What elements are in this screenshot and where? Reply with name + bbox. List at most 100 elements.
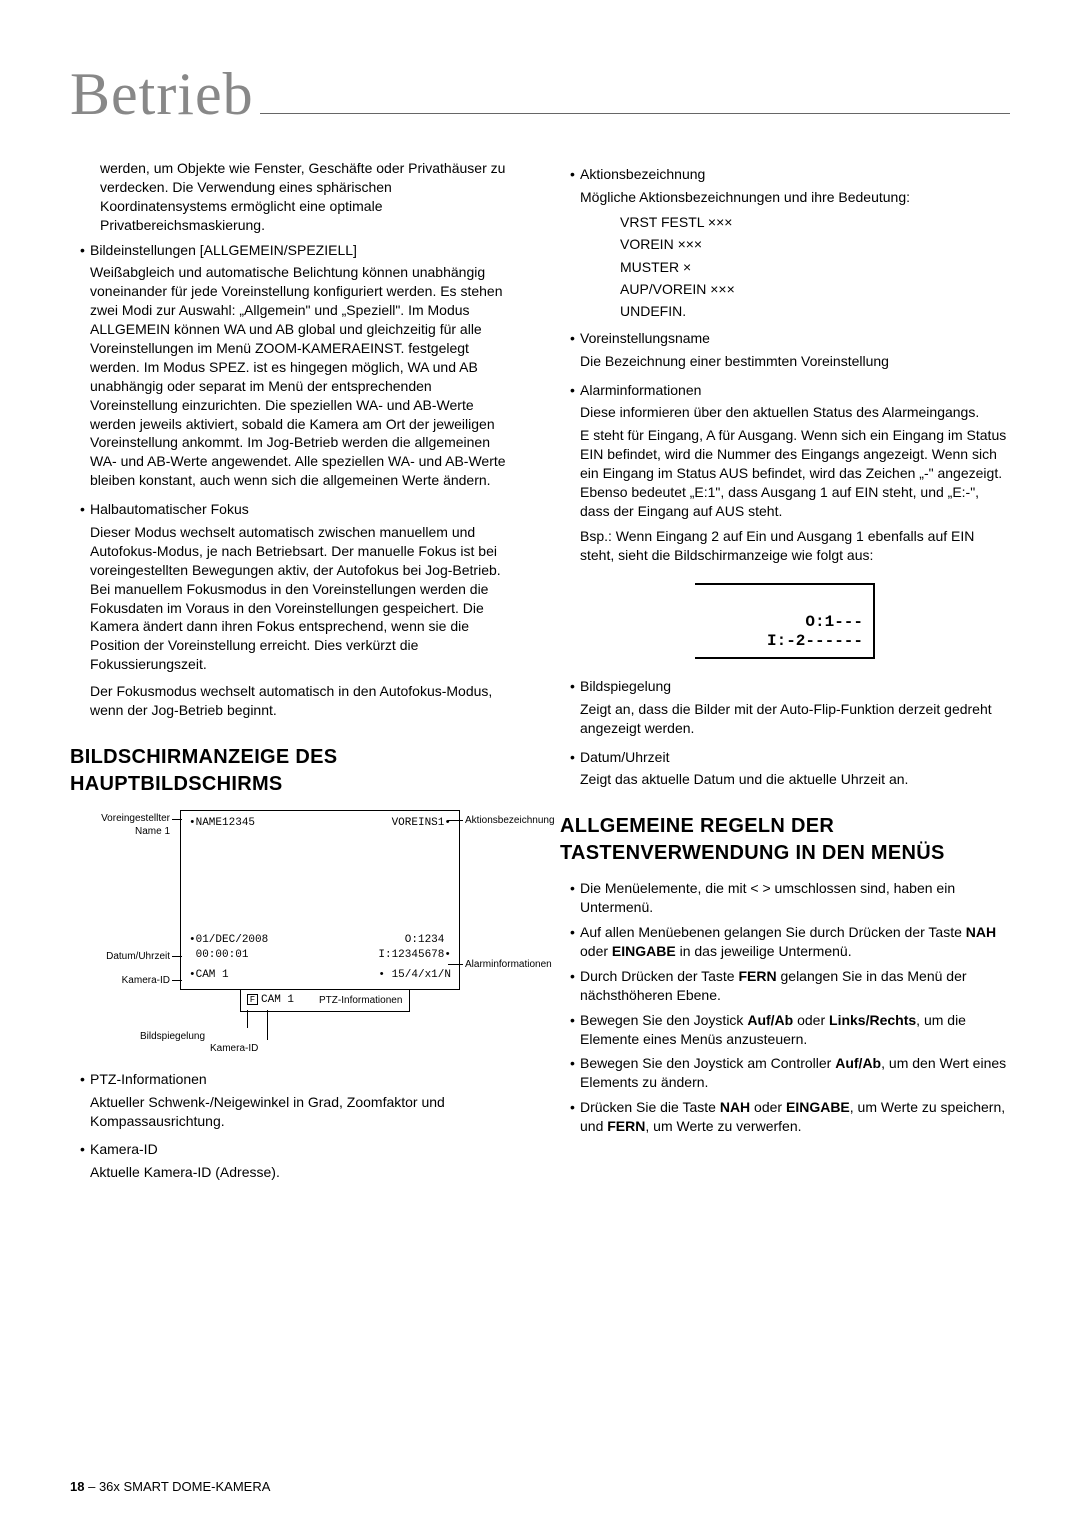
bullet-dot-icon: • (560, 1054, 580, 1092)
label-datetime: Datum/Uhrzeit (70, 950, 170, 964)
section-heading-bildschirmanzeige: BILDSCHIRMANZEIGE DES HAUPTBILDSCHIRMS (70, 744, 520, 798)
page-title: Betrieb (70, 60, 254, 129)
page-footer: 18 – 36x SMART DOME-KAMERA (70, 1479, 270, 1494)
bullet-text: Bsp.: Wenn Eingang 2 auf Ein und Ausgang… (580, 527, 1010, 565)
content-columns: werden, um Objekte wie Fenster, Geschäft… (70, 159, 1010, 1186)
bullet-halbautofokus: • Halbautomatischer Fokus Dieser Modus w… (70, 500, 520, 724)
bullet-heading: Halbautomatischer Fokus (90, 500, 520, 519)
rule-item: •Auf allen Menüebenen gelangen Sie durch… (560, 923, 1010, 961)
bullet-text: Weißabgleich und automatische Belichtung… (90, 263, 520, 490)
bullet-dot-icon: • (70, 241, 90, 495)
right-column: • Aktionsbezeichnung Mögliche Aktionsbez… (560, 159, 1010, 1186)
rule-text: Auf allen Menüebenen gelangen Sie durch … (580, 923, 1010, 961)
action-item: UNDEFIN. (620, 300, 1010, 322)
bullet-bildspiegelung: • Bildspiegelung Zeigt an, dass die Bild… (560, 677, 1010, 742)
osd-camera: CAM 1 (196, 969, 229, 981)
action-item: VOREIN ××× (620, 233, 1010, 255)
label-camera-id: Kamera-ID (70, 974, 170, 988)
rule-item: •Die Menüelemente, die mit < > umschloss… (560, 879, 1010, 917)
bullet-heading: PTZ-Informationen (90, 1070, 520, 1089)
bullet-camera-id: • Kamera-ID Aktuelle Kamera-ID (Adresse)… (70, 1140, 520, 1186)
action-item: MUSTER × (620, 256, 1010, 278)
bullet-text: E steht für Eingang, A für Ausgang. Wenn… (580, 426, 1010, 520)
rule-text: Durch Drücken der Taste FERN gelangen Si… (580, 967, 1010, 1005)
bullet-dot-icon: • (70, 500, 90, 724)
intro-text: werden, um Objekte wie Fenster, Geschäft… (70, 159, 520, 235)
bullet-aktionsbezeichnung: • Aktionsbezeichnung Mögliche Aktionsbez… (560, 165, 1010, 211)
rule-item: •Bewegen Sie den Joystick am Controller … (560, 1054, 1010, 1092)
bullet-dot-icon: • (560, 967, 580, 1005)
rule-item: •Durch Drücken der Taste FERN gelangen S… (560, 967, 1010, 1005)
bullet-text: Diese informieren über den aktuellen Sta… (580, 403, 1010, 422)
bullet-heading: Bildspiegelung (580, 677, 1010, 696)
footer-sep: – (84, 1479, 98, 1494)
title-rule (260, 113, 1010, 114)
bullet-dot-icon: • (560, 329, 580, 375)
osd-date: 01/DEC/2008 (196, 934, 269, 946)
bullet-dot-icon: • (70, 1070, 90, 1135)
label-preset-name: VoreingestellterName 1 (70, 812, 170, 839)
bullet-heading: Datum/Uhrzeit (580, 748, 1010, 767)
bullet-heading: Aktionsbezeichnung (580, 165, 1010, 184)
bullet-text: Dieser Modus wechselt automatisch zwisch… (90, 523, 520, 674)
rule-text: Bewegen Sie den Joystick Auf/Ab oder Lin… (580, 1011, 1010, 1049)
bullet-alarminformationen: • Alarminformationen Diese informieren ü… (560, 381, 1010, 569)
footer-model: 36x SMART DOME-KAMERA (99, 1479, 270, 1494)
label-action: Aktionsbezeichnung (465, 814, 555, 828)
rule-text: Drücken Sie die Taste NAH oder EINGABE, … (580, 1098, 1010, 1136)
bullet-dot-icon: • (560, 879, 580, 917)
left-column: werden, um Objekte wie Fenster, Geschäft… (70, 159, 520, 1186)
bullet-text: Zeigt an, dass die Bilder mit der Auto-F… (580, 700, 1010, 738)
osd-ptz: 15/4/x1/N (392, 969, 451, 981)
bullet-text: Aktueller Schwenk-/Neigewinkel in Grad, … (90, 1093, 520, 1131)
bullet-dot-icon: • (560, 1098, 580, 1136)
bullet-dot-icon: • (560, 923, 580, 961)
osd-input: I:12345678 (378, 949, 444, 961)
ptz-bar: FCAM 1 PTZ-Informationen (240, 990, 410, 1012)
bullet-dot-icon: • (560, 748, 580, 794)
rule-item: •Drücken Sie die Taste NAH oder EINGABE,… (560, 1098, 1010, 1136)
alarm-input-line: I:-2------ (705, 632, 863, 651)
bullet-dot-icon: • (560, 1011, 580, 1049)
bullet-text: Die Bezeichnung einer bestimmten Voreins… (580, 352, 1010, 371)
alarm-example-box: O:1--- I:-2------ (695, 583, 875, 659)
osd-output: O:1234 (405, 934, 445, 946)
bullet-heading: Alarminformationen (580, 381, 1010, 400)
ptz-camera-id: CAM 1 (261, 994, 294, 1006)
ptz-info-label: PTZ-Informationen (319, 994, 402, 1008)
bullet-text: Mögliche Aktionsbezeichnungen und ihre B… (580, 188, 1010, 207)
bullet-voreinstellungsname: • Voreinstellungsname Die Bezeichnung ei… (560, 329, 1010, 375)
page-header: Betrieb (70, 60, 1010, 129)
bullet-text: Aktuelle Kamera-ID (Adresse). (90, 1163, 520, 1182)
flip-icon: F (247, 994, 258, 1005)
bullet-dot-icon: • (560, 677, 580, 742)
label-alarm: Alarminformationen (465, 958, 552, 972)
bullet-heading: Voreinstellungsname (580, 329, 1010, 348)
rule-text: Die Menüelemente, die mit < > umschlosse… (580, 879, 1010, 917)
bullet-dot-icon: • (560, 381, 580, 569)
bullet-datum-uhrzeit: • Datum/Uhrzeit Zeigt das aktuelle Datum… (560, 748, 1010, 794)
osd-action: VOREINS1 (392, 817, 445, 829)
bullet-bildeinstellungen: • Bildeinstellungen [ALLGEMEIN/SPEZIELL]… (70, 241, 520, 495)
action-item: AUP/VOREIN ××× (620, 278, 1010, 300)
bullet-heading: Bildeinstellungen [ALLGEMEIN/SPEZIELL] (90, 241, 520, 260)
label-flip: Bildspiegelung (140, 1030, 205, 1044)
bullet-heading: Kamera-ID (90, 1140, 520, 1159)
rule-item: •Bewegen Sie den Joystick Auf/Ab oder Li… (560, 1011, 1010, 1049)
bullet-text: Der Fokusmodus wechselt automatisch in d… (90, 682, 520, 720)
osd-screen: •NAME12345 VOREINS1• •01/DEC/2008 00:00:… (180, 810, 460, 990)
bullet-dot-icon: • (70, 1140, 90, 1186)
action-item: VRST FESTL ××× (620, 211, 1010, 233)
page-number: 18 (70, 1479, 84, 1494)
rule-text: Bewegen Sie den Joystick am Controller A… (580, 1054, 1010, 1092)
osd-diagram: •NAME12345 VOREINS1• •01/DEC/2008 00:00:… (70, 810, 520, 1054)
bullet-ptz-info: • PTZ-Informationen Aktueller Schwenk-/N… (70, 1070, 520, 1135)
label-camera-id-2: Kamera-ID (210, 1042, 258, 1056)
action-list: VRST FESTL ××× VOREIN ××× MUSTER × AUP/V… (560, 211, 1010, 323)
osd-time: 00:00:01 (196, 949, 249, 961)
section-heading-tastenverwendung: ALLGEMEINE REGELN DER TASTENVERWENDUNG I… (560, 813, 1010, 867)
bullet-dot-icon: • (560, 165, 580, 211)
alarm-output-line: O:1--- (705, 613, 863, 632)
osd-preset-name: NAME12345 (196, 817, 255, 829)
bullet-text: Zeigt das aktuelle Datum und die aktuell… (580, 770, 1010, 789)
